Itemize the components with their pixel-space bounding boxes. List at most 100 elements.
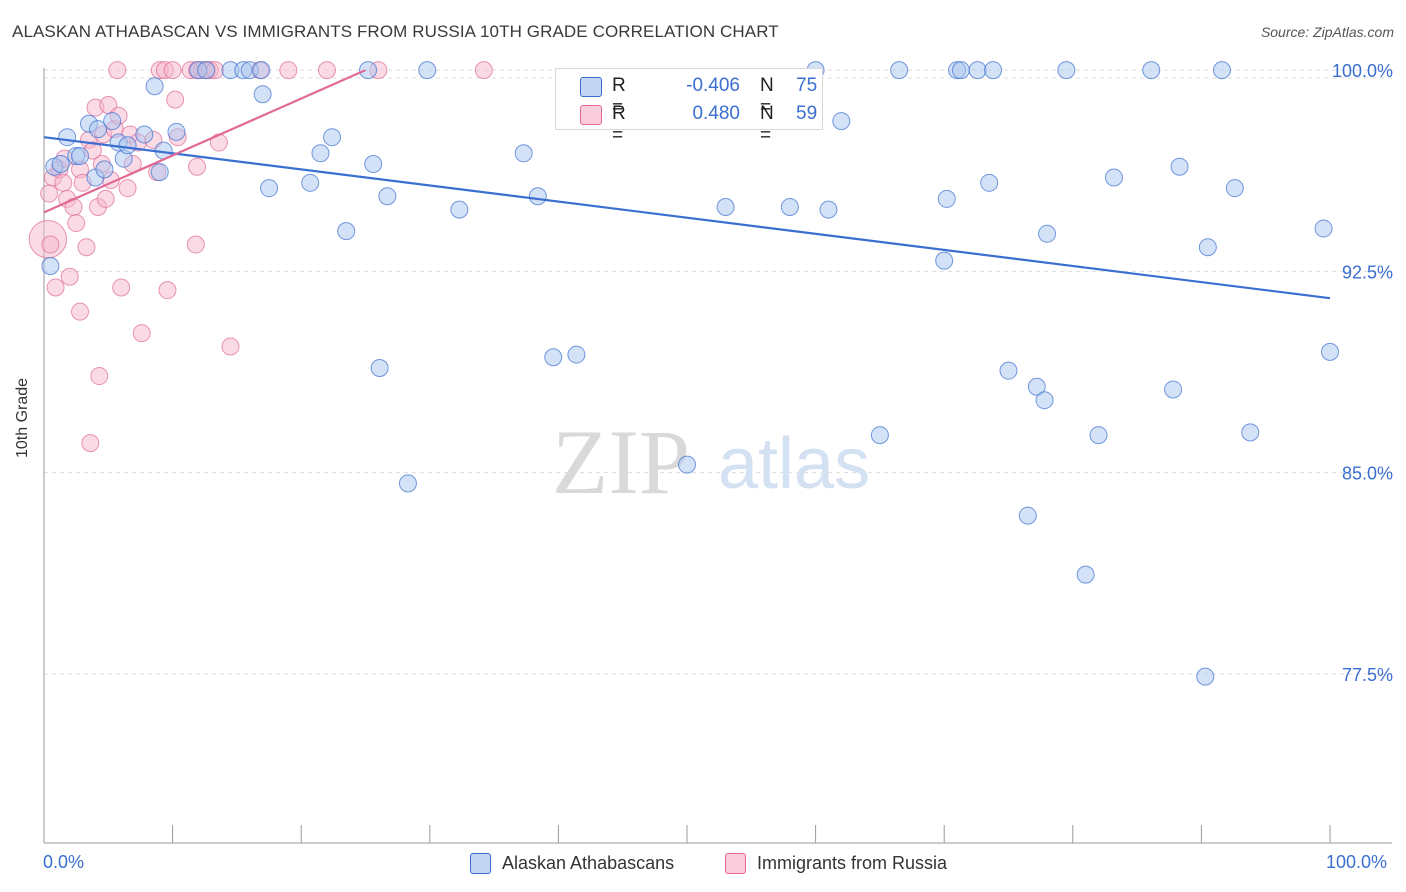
data-point <box>96 189 115 208</box>
watermark-atlas: atlas <box>718 424 870 504</box>
data-point <box>1198 238 1217 257</box>
data-point <box>253 85 272 104</box>
trend-line-immigrants-from-russia <box>43 69 366 214</box>
legend-n-label: N = <box>760 103 774 146</box>
series-immigrants-from-russia <box>28 61 493 453</box>
data-point <box>1035 391 1054 410</box>
data-point <box>67 214 86 233</box>
trend-line-alaskan-athabascans <box>43 136 1331 300</box>
legend-n-value-blue: 75 <box>796 75 818 96</box>
data-point <box>252 61 271 80</box>
data-point <box>951 61 970 80</box>
data-point <box>1225 179 1244 198</box>
legend-swatch-blue <box>580 77 602 97</box>
data-point <box>95 160 114 179</box>
bottom-legend-swatch-pink <box>725 853 746 874</box>
data-point <box>1241 423 1260 442</box>
data-point <box>71 146 90 165</box>
data-point <box>984 61 1003 80</box>
data-point <box>89 120 108 139</box>
x-tick-label-min: 0.0% <box>43 852 85 872</box>
data-point <box>1212 61 1231 80</box>
data-point <box>999 361 1018 380</box>
data-point <box>40 184 59 203</box>
data-point <box>1164 380 1183 399</box>
data-point <box>323 128 342 147</box>
data-point <box>1314 219 1333 238</box>
data-point <box>870 426 889 445</box>
data-point <box>60 267 79 286</box>
series-alaskan-athabascans <box>41 61 1339 686</box>
data-point <box>337 222 356 241</box>
data-point <box>567 345 586 364</box>
data-point <box>1104 168 1123 187</box>
data-point <box>221 337 240 356</box>
data-point <box>474 61 493 80</box>
y-tick-label: 100.0% <box>1332 61 1393 81</box>
data-point <box>514 144 533 163</box>
data-point <box>1057 61 1076 80</box>
legend-r-value-pink: 0.480 <box>692 103 740 124</box>
data-point <box>378 187 397 206</box>
data-point <box>118 136 137 155</box>
data-point <box>54 173 73 192</box>
source-label: Source: ZipAtlas.com <box>1260 24 1394 40</box>
data-point <box>77 238 96 257</box>
data-point <box>1321 342 1339 361</box>
data-point <box>51 155 70 174</box>
y-tick-label: 85.0% <box>1342 464 1393 484</box>
data-point <box>108 61 127 80</box>
data-point <box>1196 667 1215 686</box>
data-point <box>678 455 696 474</box>
data-point <box>980 173 999 192</box>
data-point <box>968 61 987 80</box>
bottom-legend-swatch-blue <box>470 853 491 874</box>
data-point <box>1170 157 1189 176</box>
data-point <box>163 61 182 80</box>
data-point <box>450 200 469 219</box>
grid-lines <box>44 69 1392 675</box>
data-point <box>301 173 320 192</box>
data-point <box>150 163 169 182</box>
data-point <box>364 155 383 174</box>
legend-swatch-pink <box>580 105 602 125</box>
data-point <box>46 278 65 297</box>
data-point <box>935 251 954 270</box>
data-point <box>158 281 177 300</box>
data-point <box>166 90 185 109</box>
data-point <box>197 61 216 80</box>
y-tick-labels: 100.0% 92.5% 85.0% 77.5% <box>1332 61 1393 685</box>
data-point <box>145 77 164 96</box>
data-point <box>780 197 799 216</box>
data-point <box>819 200 838 219</box>
data-point <box>71 302 90 321</box>
data-point <box>188 157 207 176</box>
data-point <box>103 112 122 131</box>
data-point <box>112 278 131 297</box>
data-point <box>1089 426 1108 445</box>
data-point <box>132 324 151 343</box>
legend-r-label: R = <box>612 75 626 118</box>
data-point <box>544 348 563 367</box>
data-point <box>186 235 205 254</box>
data-point <box>1018 506 1037 525</box>
data-point <box>418 61 437 80</box>
data-point <box>937 189 956 208</box>
data-point <box>90 367 109 386</box>
data-point <box>81 434 100 453</box>
data-point <box>398 474 417 493</box>
data-point <box>311 144 330 163</box>
correlation-legend: R = -0.406 N = 75 R = 0.480 N = 59 <box>555 68 823 146</box>
bottom-legend-label: Immigrants from Russia <box>757 853 948 873</box>
data-point <box>890 61 909 80</box>
legend-r-value-blue: -0.406 <box>686 75 740 96</box>
data-point <box>41 257 60 276</box>
data-point <box>118 179 137 198</box>
data-point <box>1076 565 1095 584</box>
data-point <box>41 235 60 254</box>
y-tick-label: 92.5% <box>1342 262 1393 282</box>
data-point <box>58 128 77 147</box>
data-point <box>279 61 298 80</box>
legend-n-value-pink: 59 <box>796 103 818 124</box>
